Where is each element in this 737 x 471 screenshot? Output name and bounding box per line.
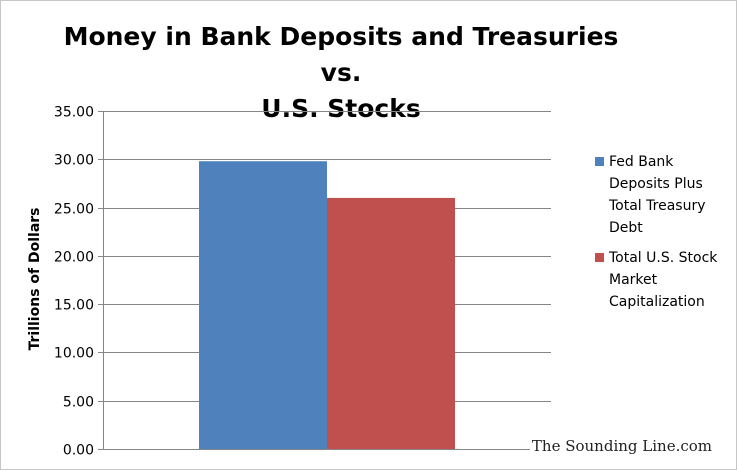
chart-title-line-2: U.S. Stocks	[261, 94, 421, 123]
legend-label-deposits: Fed Bank Deposits Plus Total Treasury De…	[609, 151, 706, 239]
legend-label-deposits-line: Fed Bank	[609, 154, 674, 170]
legend-label-deposits-line: Total Treasury	[609, 198, 706, 214]
legend-swatch-stocks	[595, 253, 604, 262]
legend-label-stocks: Total U.S. Stock Market Capitalization	[609, 247, 717, 313]
y-tick-label: 35.00	[54, 105, 94, 121]
bar-deposits	[199, 161, 327, 449]
y-tick-label: 15.00	[54, 298, 94, 314]
legend-label-deposits-line: Deposits Plus	[609, 176, 703, 192]
y-tick-label: 10.00	[54, 346, 94, 362]
legend: Fed Bank Deposits Plus Total Treasury De…	[595, 151, 730, 321]
y-tick-label: 0.00	[63, 443, 94, 459]
legend-item-deposits: Fed Bank Deposits Plus Total Treasury De…	[595, 151, 730, 239]
legend-label-stocks-line: Capitalization	[609, 294, 705, 310]
legend-label-stocks-line: Market	[609, 272, 658, 288]
legend-swatch-deposits	[595, 157, 604, 166]
y-tick-label: 5.00	[63, 395, 94, 411]
watermark: The Sounding Line.com	[529, 437, 714, 455]
y-tick-label: 25.00	[54, 202, 94, 218]
y-axis-ticks: 0.00 5.00 10.00 15.00 20.00 25.00 30.00 35.00	[54, 105, 103, 459]
bars	[199, 161, 455, 449]
y-tick-label: 30.00	[54, 153, 94, 169]
legend-item-stocks: Total U.S. Stock Market Capitalization	[595, 247, 730, 313]
chart-title-line-1: Money in Bank Deposits and Treasuries vs…	[63, 22, 619, 87]
y-tick-label: 20.00	[54, 250, 94, 266]
bar-stocks	[327, 197, 455, 449]
legend-label-deposits-line: Debt	[609, 220, 643, 236]
legend-label-stocks-line: Total U.S. Stock	[609, 250, 718, 266]
chart-title: Money in Bank Deposits and Treasuries vs…	[61, 19, 621, 127]
